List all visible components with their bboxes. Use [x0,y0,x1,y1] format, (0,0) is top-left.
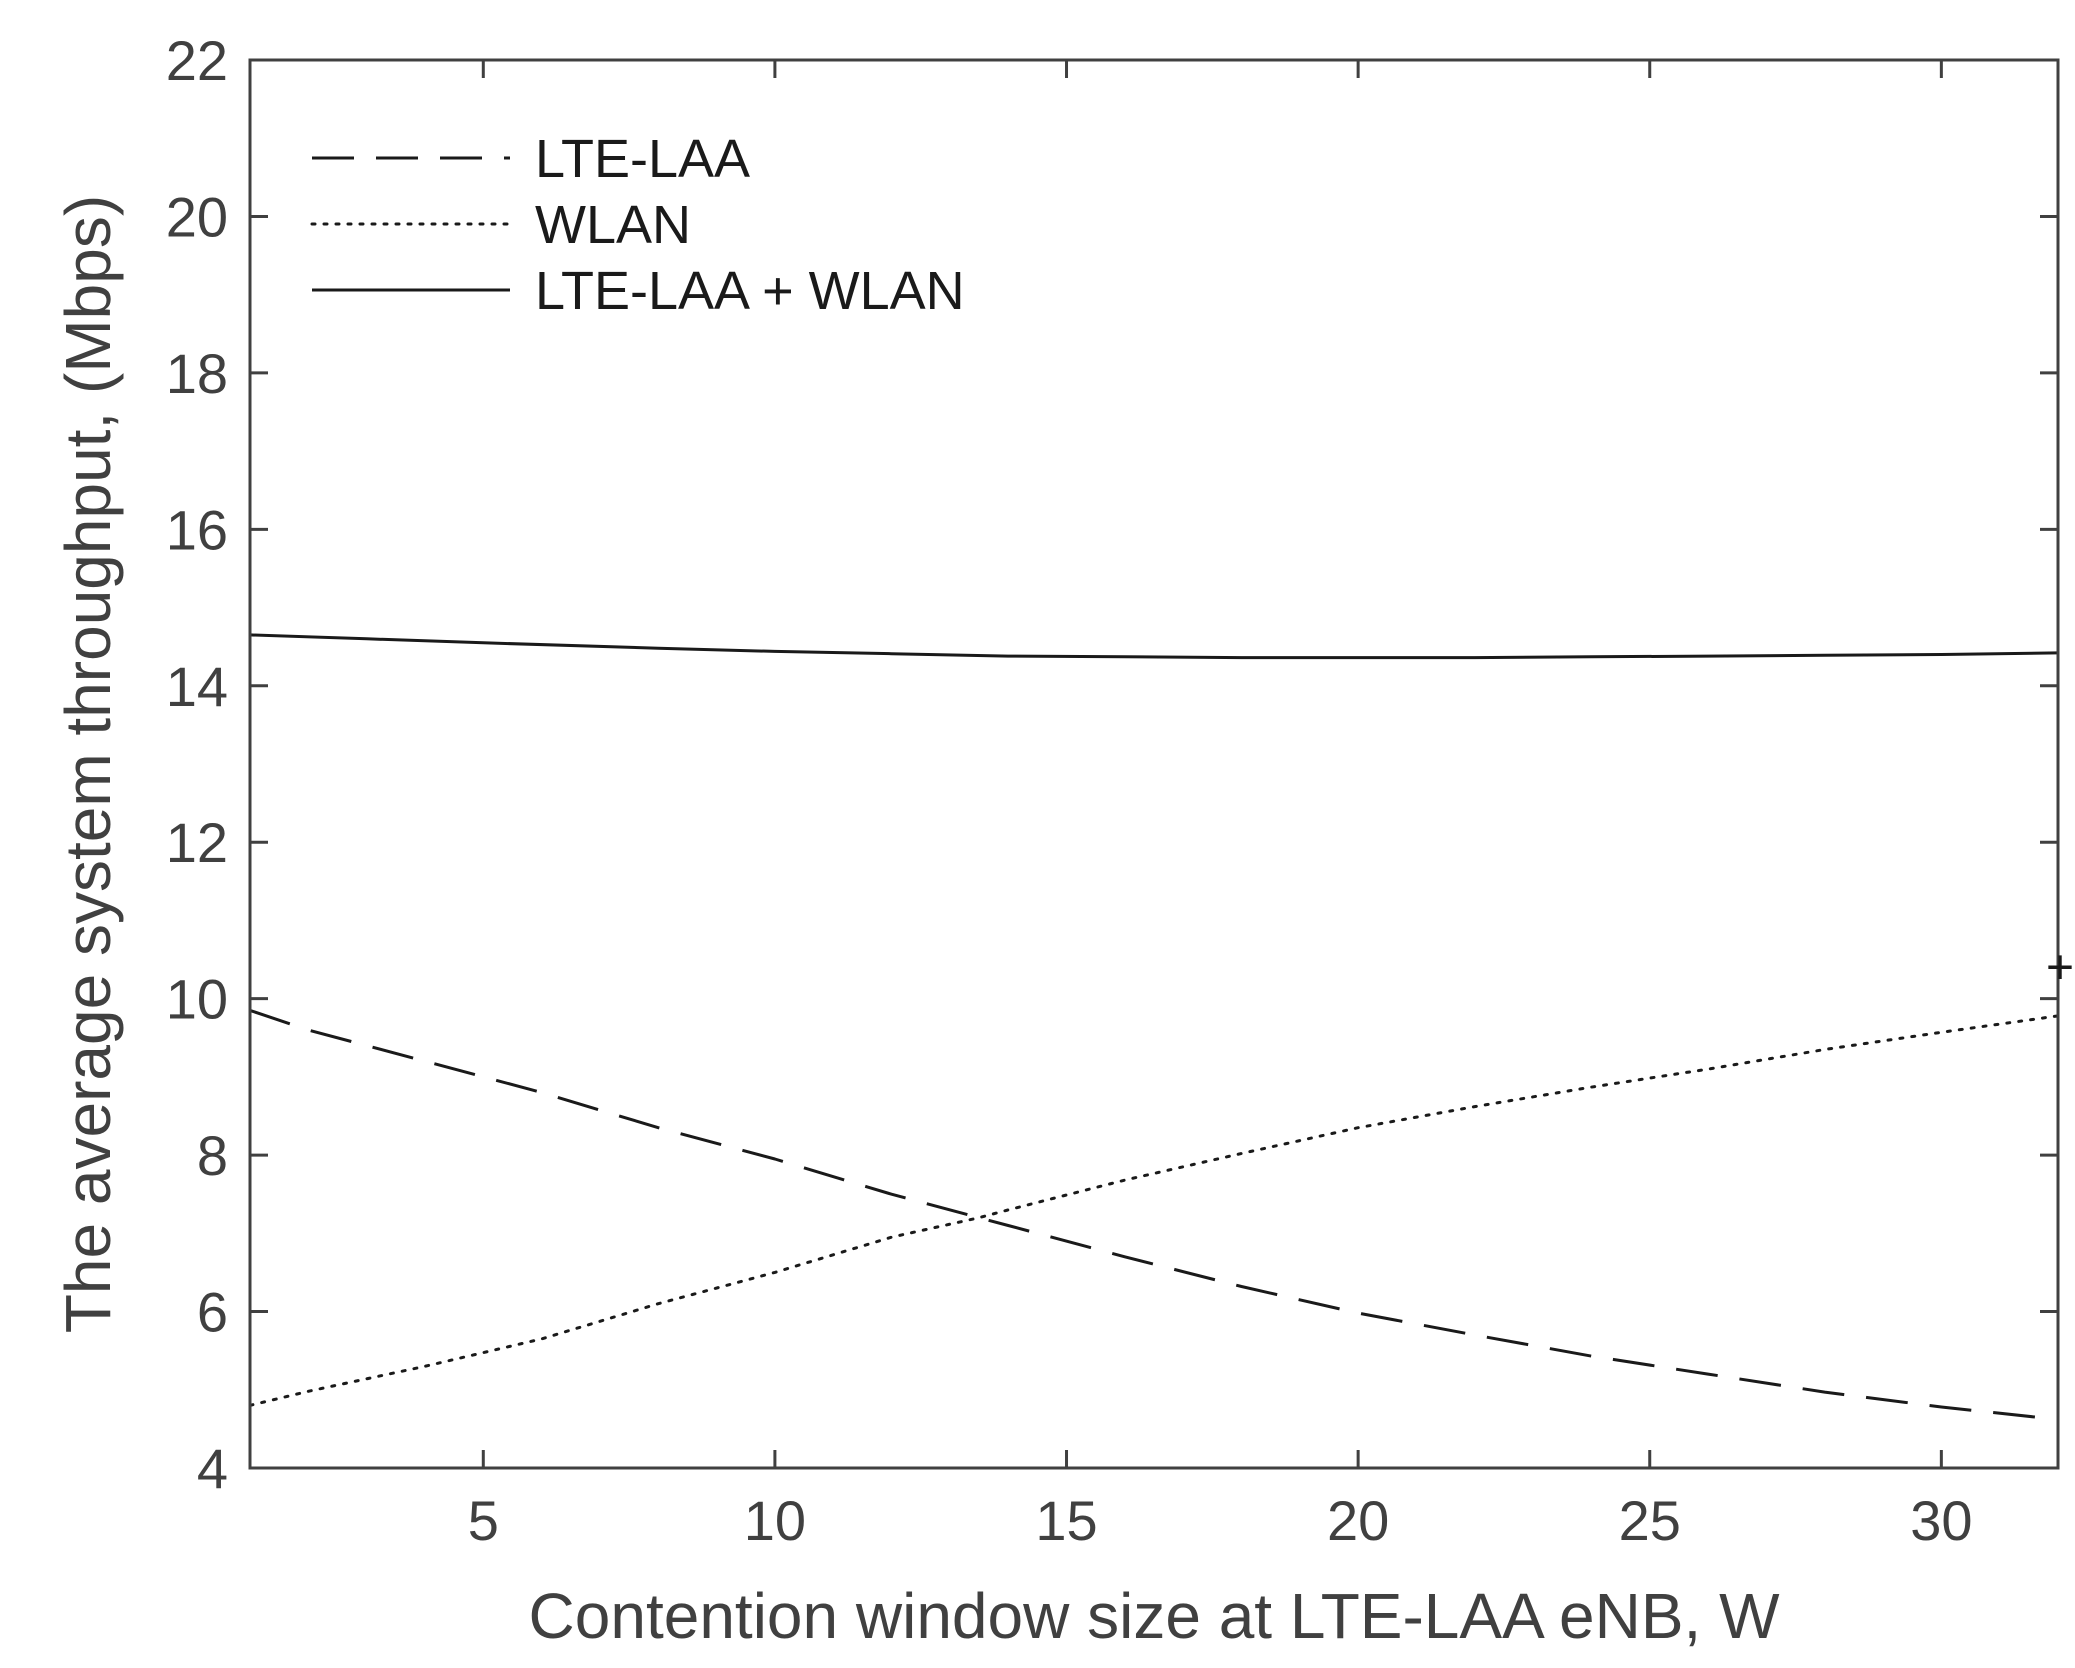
y-tick-label: 12 [166,811,228,874]
legend-label: LTE-LAA [535,129,750,189]
y-tick-label: 4 [197,1437,228,1500]
tick-layer: 5 10 15 20 25 30 4 6 8 10 12 14 16 18 20 22 [166,29,2058,1552]
annotation-marker: + [2046,941,2074,994]
x-tick-label: 30 [1910,1489,1972,1552]
legend-label: LTE-LAA + WLAN [535,261,965,321]
series-line-lte-laa [249,1008,2059,1421]
x-tick-label: 20 [1327,1489,1389,1552]
y-axis-label: The average system throughput, (Mbps) [52,195,124,1333]
legend-label: WLAN [535,195,691,255]
x-tick-label: 15 [1035,1489,1097,1552]
series-line-lte-laa-wlan [249,633,2059,660]
y-tick-label: 16 [166,498,228,561]
y-tick-label: 20 [166,185,228,248]
y-tick-label: 6 [197,1281,228,1344]
annotation-layer: + [2046,941,2074,994]
y-tick-label: 8 [197,1124,228,1187]
x-tick-label: 25 [1619,1489,1681,1552]
plot-frame [248,58,2060,1470]
x-tick-label: 5 [468,1489,499,1552]
y-tick-label: 18 [166,342,228,405]
y-tick-label: 22 [166,29,228,92]
series-line-wlan [248,1014,2060,1407]
y-tick-label: 14 [166,655,228,718]
series-layer [248,633,2060,1421]
y-tick-label: 10 [166,968,228,1031]
x-axis-label: Contention window size at LTE-LAA eNB, W [529,1580,1781,1652]
x-tick-label: 10 [744,1489,806,1552]
